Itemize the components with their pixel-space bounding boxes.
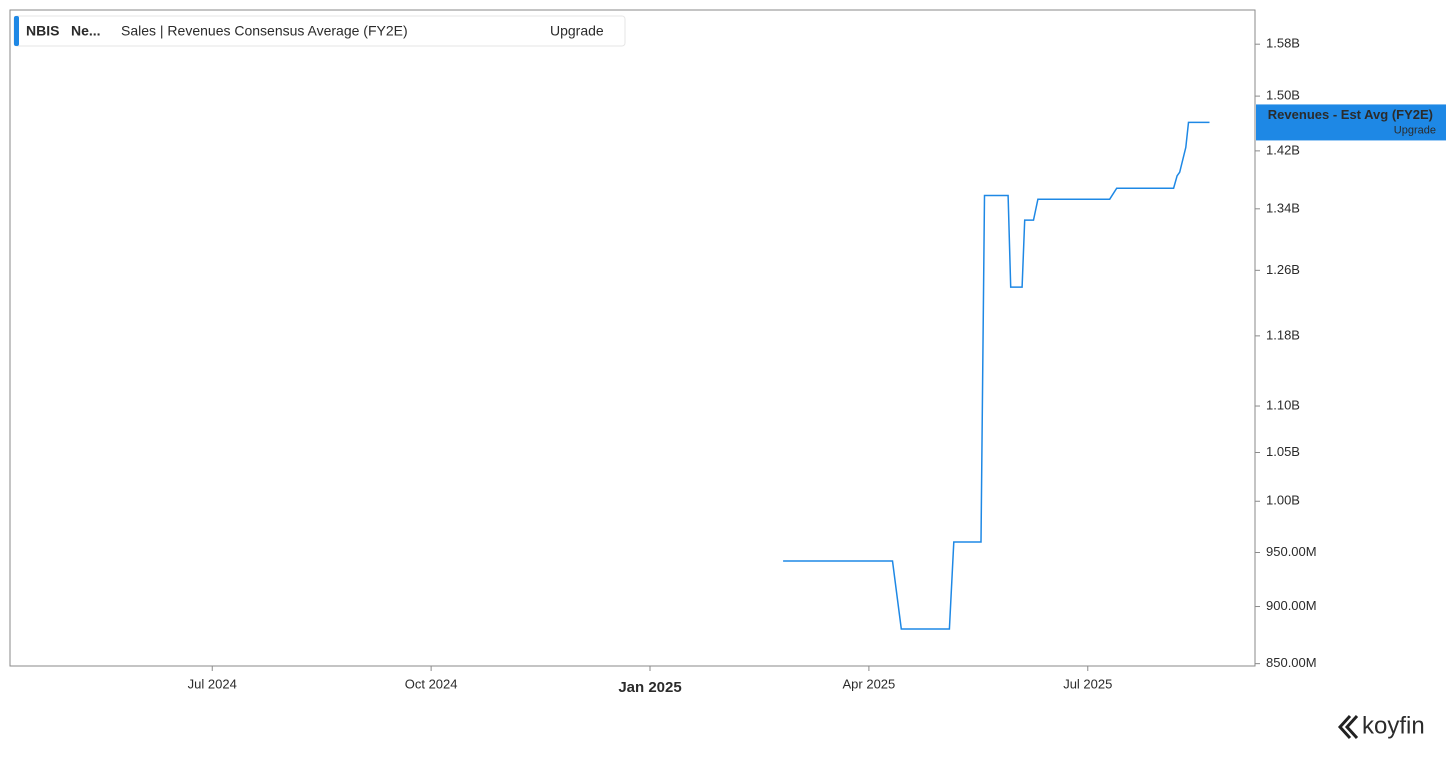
legend-box: NBIS Ne... Sales | Revenues Consensus Av…: [13, 15, 626, 47]
last-value-label: Revenues - Est Avg (FY2E): [1268, 107, 1433, 122]
y-tick-label: 1.42B: [1266, 142, 1300, 157]
x-tick-label: Oct 2024: [405, 676, 458, 691]
company-name: Ne...: [71, 23, 101, 39]
y-tick-label: 1.50B: [1266, 88, 1300, 103]
y-tick-label: 1.58B: [1266, 36, 1300, 51]
x-tick-label: Jul 2025: [1063, 676, 1112, 691]
ticker: NBIS: [26, 23, 59, 39]
legend-swatch: [14, 16, 19, 46]
plot-frame: [9, 9, 1256, 667]
x-tick-label: Jul 2024: [188, 676, 237, 691]
x-tick-label: Apr 2025: [843, 676, 896, 691]
brand-logo: koyfin: [1337, 712, 1425, 740]
legend-series-name: Sales | Revenues Consensus Average (FY2E…: [121, 23, 408, 39]
y-tick-label: 1.26B: [1266, 262, 1300, 277]
y-tick-label: 900.00M: [1266, 598, 1317, 613]
y-tick-label: 950.00M: [1266, 544, 1317, 559]
upgrade-link[interactable]: Upgrade: [550, 23, 604, 39]
y-tick-label: 1.05B: [1266, 444, 1300, 459]
last-value-upgrade[interactable]: Upgrade: [1394, 124, 1436, 136]
y-tick-label: 1.34B: [1266, 200, 1300, 215]
last-value-box: [1256, 104, 1446, 141]
y-tick-label: 850.00M: [1266, 655, 1317, 670]
logo-icon: [1337, 714, 1359, 740]
y-tick-label: 1.18B: [1266, 327, 1300, 342]
data-line: [783, 121, 1210, 630]
brand-name: koyfin: [1362, 712, 1425, 739]
x-tick-label: Jan 2025: [618, 679, 681, 696]
y-tick-label: 1.10B: [1266, 397, 1300, 412]
y-tick-label: 1.00B: [1266, 493, 1300, 508]
